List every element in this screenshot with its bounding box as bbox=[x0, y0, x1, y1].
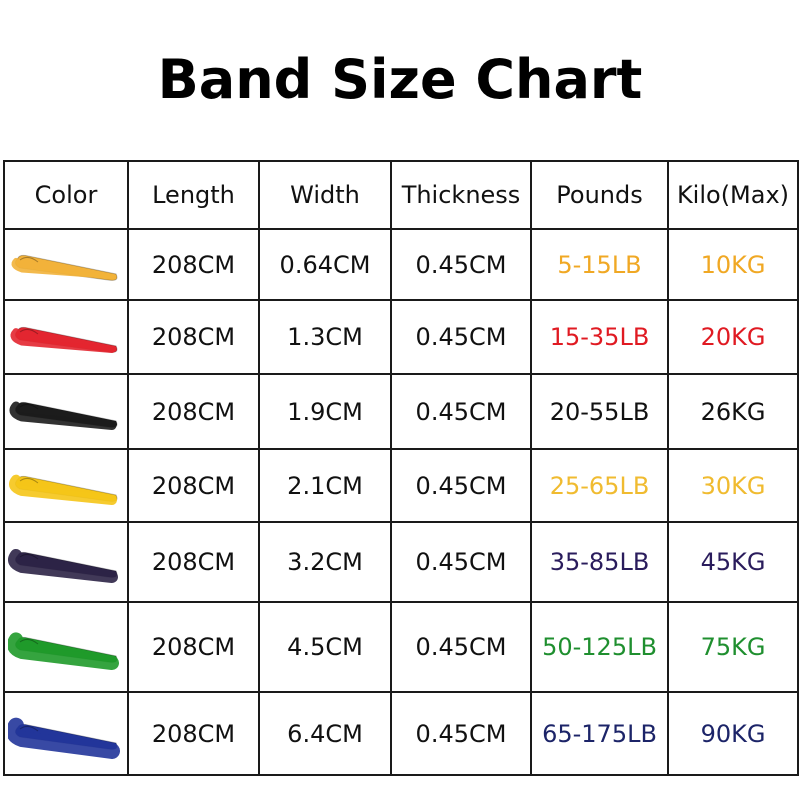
pounds-cell: 15-35LB bbox=[530, 299, 669, 375]
kilo-cell: 75KG bbox=[667, 601, 799, 693]
table-row: 208CM 1.3CM 0.45CM 15-35LB 20KG bbox=[3, 299, 799, 375]
header-thickness: Thickness bbox=[390, 160, 532, 230]
pounds-cell: 50-125LB bbox=[530, 601, 669, 693]
table-row: 208CM 1.9CM 0.45CM 20-55LB 26KG bbox=[3, 373, 799, 450]
kilo-cell: 26KG bbox=[667, 373, 799, 450]
width-cell: 3.2CM bbox=[258, 521, 392, 603]
width-cell: 0.64CM bbox=[258, 228, 392, 301]
header-pounds: Pounds bbox=[530, 160, 669, 230]
header-length: Length bbox=[127, 160, 260, 230]
kilo-cell: 30KG bbox=[667, 448, 799, 523]
length-cell: 208CM bbox=[127, 299, 260, 375]
width-cell: 2.1CM bbox=[258, 448, 392, 523]
thickness-cell: 0.45CM bbox=[390, 373, 532, 450]
length-cell: 208CM bbox=[127, 373, 260, 450]
length-cell: 208CM bbox=[127, 691, 260, 776]
pounds-cell: 25-65LB bbox=[530, 448, 669, 523]
band-image-cell bbox=[3, 373, 129, 450]
header-color: Color bbox=[3, 160, 129, 230]
resistance-band-icon bbox=[9, 474, 118, 505]
width-cell: 1.3CM bbox=[258, 299, 392, 375]
thickness-cell: 0.45CM bbox=[390, 521, 532, 603]
table-row: 208CM 6.4CM 0.45CM 65-175LB 90KG bbox=[3, 691, 799, 776]
kilo-cell: 90KG bbox=[667, 691, 799, 776]
page-title: Band Size Chart bbox=[157, 48, 643, 111]
table-row: 208CM 0.64CM 0.45CM 5-15LB 10KG bbox=[3, 228, 799, 301]
band-image-cell bbox=[3, 601, 129, 693]
band-image-cell bbox=[3, 299, 129, 375]
pounds-cell: 20-55LB bbox=[530, 373, 669, 450]
band-image-cell bbox=[3, 691, 129, 776]
kilo-cell: 45KG bbox=[667, 521, 799, 603]
length-cell: 208CM bbox=[127, 521, 260, 603]
thickness-cell: 0.45CM bbox=[390, 299, 532, 375]
size-chart-table: Color Length Width Thickness Pounds Kilo… bbox=[3, 160, 799, 776]
resistance-band-icon bbox=[10, 326, 118, 353]
length-cell: 208CM bbox=[127, 228, 260, 301]
kilo-cell: 20KG bbox=[667, 299, 799, 375]
table-row: 208CM 4.5CM 0.45CM 50-125LB 75KG bbox=[3, 601, 799, 693]
thickness-cell: 0.45CM bbox=[390, 601, 532, 693]
thickness-cell: 0.45CM bbox=[390, 691, 532, 776]
pounds-cell: 35-85LB bbox=[530, 521, 669, 603]
resistance-band-icon bbox=[9, 401, 118, 430]
band-image-cell bbox=[3, 521, 129, 603]
resistance-band-icon bbox=[11, 254, 118, 281]
band-image-cell bbox=[3, 228, 129, 301]
pounds-cell: 5-15LB bbox=[530, 228, 669, 301]
pounds-cell: 65-175LB bbox=[530, 691, 669, 776]
table-row: 208CM 3.2CM 0.45CM 35-85LB 45KG bbox=[3, 521, 799, 603]
kilo-cell: 10KG bbox=[667, 228, 799, 301]
thickness-cell: 0.45CM bbox=[390, 228, 532, 301]
resistance-band-icon bbox=[8, 549, 118, 583]
width-cell: 6.4CM bbox=[258, 691, 392, 776]
length-cell: 208CM bbox=[127, 601, 260, 693]
header-kilo: Kilo(Max) bbox=[667, 160, 799, 230]
width-cell: 1.9CM bbox=[258, 373, 392, 450]
band-image-cell bbox=[3, 448, 129, 523]
width-cell: 4.5CM bbox=[258, 601, 392, 693]
resistance-band-icon bbox=[8, 717, 120, 759]
header-row: Color Length Width Thickness Pounds Kilo… bbox=[3, 160, 799, 230]
resistance-band-icon bbox=[8, 632, 119, 670]
header-width: Width bbox=[258, 160, 392, 230]
length-cell: 208CM bbox=[127, 448, 260, 523]
table-row: 208CM 2.1CM 0.45CM 25-65LB 30KG bbox=[3, 448, 799, 523]
thickness-cell: 0.45CM bbox=[390, 448, 532, 523]
